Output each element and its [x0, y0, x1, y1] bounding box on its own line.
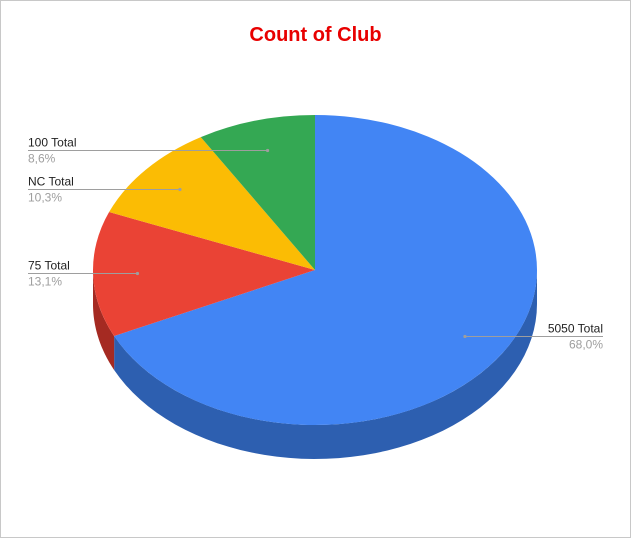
slice-label-75-total: 75 Total: [28, 259, 70, 273]
slice-percent-nc-total: 10,3%: [28, 190, 62, 204]
pie-slices: [92, 115, 538, 425]
slice-label-nc-total: NC Total: [28, 174, 74, 188]
pie-slice-100-total[interactable]: [200, 115, 315, 270]
pie-side-75-total: [93, 270, 115, 370]
pie-slice-75-total[interactable]: [92, 212, 315, 336]
slice-percent-100-total: 8,6%: [28, 151, 56, 165]
chart-title: Count of Club: [249, 24, 382, 46]
slice-label-100-total: 100 Total: [28, 135, 77, 149]
pie-side-5050-total: [114, 270, 538, 459]
pie-slice-nc-total[interactable]: [109, 137, 315, 270]
leader-dot-100-total: [265, 148, 270, 153]
pie-slice-5050-total[interactable]: [114, 115, 538, 425]
pie-labels: 5050 Total 68,0% 75 Total 13,1% NC Total 10,3…: [28, 135, 603, 351]
pie-sides: [93, 270, 538, 459]
leader-dot-nc-total: [178, 187, 182, 192]
slice-label-5050-total: 5050 Total: [548, 321, 603, 335]
leader-dot-5050-total: [463, 334, 467, 339]
slice-percent-75-total: 13,1%: [28, 275, 62, 289]
leader-dot-75-total: [135, 271, 140, 276]
slice-percent-5050-total: 68,0%: [569, 337, 603, 351]
